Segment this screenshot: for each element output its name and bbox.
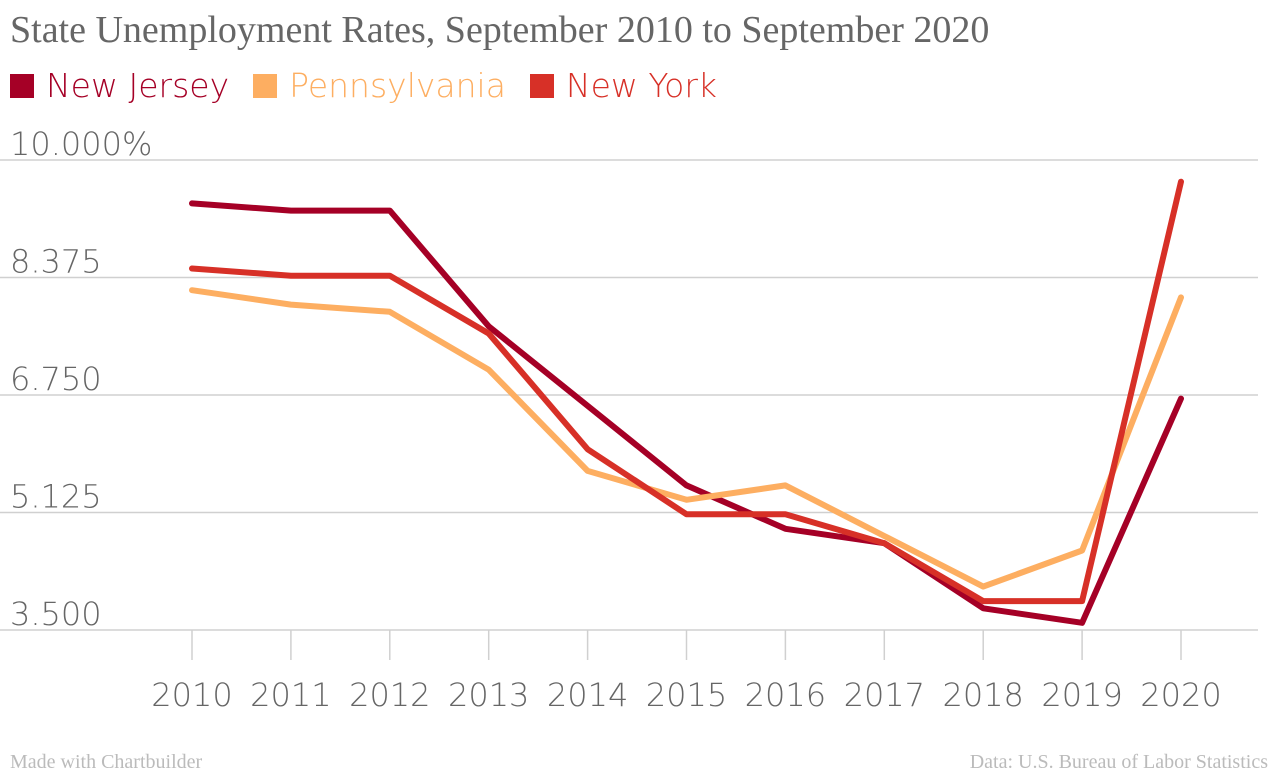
legend-item-new-jersey: New Jersey	[10, 66, 229, 105]
footer-credit: Made with Chartbuilder	[10, 751, 203, 773]
legend: New Jersey Pennsylvania New York	[10, 66, 741, 105]
x-tick-label: 2013	[448, 676, 529, 714]
chart-title: State Unemployment Rates, September 2010…	[10, 9, 990, 51]
legend-label-new-york: New York	[565, 66, 718, 105]
footer-source: Data: U.S. Bureau of Labor Statistics	[969, 751, 1268, 773]
legend-swatch-pennsylvania	[253, 73, 278, 98]
y-tick-label: 3.500	[10, 595, 102, 633]
x-tick-label: 2020	[1140, 676, 1221, 714]
legend-swatch-new-york	[529, 73, 554, 98]
y-tick-label: 10.000%	[10, 125, 152, 163]
x-tick-label: 2018	[942, 676, 1023, 714]
series-line-new-york	[189, 178, 1184, 605]
grid-lines	[0, 159, 1258, 660]
x-tick-label: 2015	[646, 676, 727, 714]
series-lines	[189, 178, 1184, 626]
legend-swatch-new-jersey	[10, 73, 34, 98]
x-tick-label: 2010	[151, 676, 232, 714]
x-tick-label: 2016	[745, 676, 826, 714]
legend-label-new-jersey: New Jersey	[46, 66, 230, 105]
x-tick-label: 2014	[547, 676, 628, 714]
series-line-pennsylvania	[189, 287, 1184, 590]
y-tick-label: 5.125	[10, 478, 102, 516]
y-axis-ticks: 10.000% 8.375 6.750 5.125 3.500	[10, 125, 152, 633]
legend-item-pennsylvania: Pennsylvania	[253, 66, 506, 105]
x-tick-label: 2012	[349, 676, 430, 714]
legend-item-new-york: New York	[529, 66, 718, 105]
y-tick-label: 6.750	[10, 360, 102, 398]
x-tick-label: 2019	[1041, 676, 1122, 714]
y-tick-label: 8.375	[10, 243, 102, 281]
x-tick-label: 2017	[844, 676, 925, 714]
series-line-new-jersey	[189, 200, 1184, 626]
x-axis-ticks: 2010 2011 2012 2013 2014 2015 2016 2017 2018 2019…	[151, 676, 1221, 714]
legend-label-pennsylvania: Pennsylvania	[289, 66, 506, 105]
x-tick-label: 2011	[250, 676, 331, 714]
